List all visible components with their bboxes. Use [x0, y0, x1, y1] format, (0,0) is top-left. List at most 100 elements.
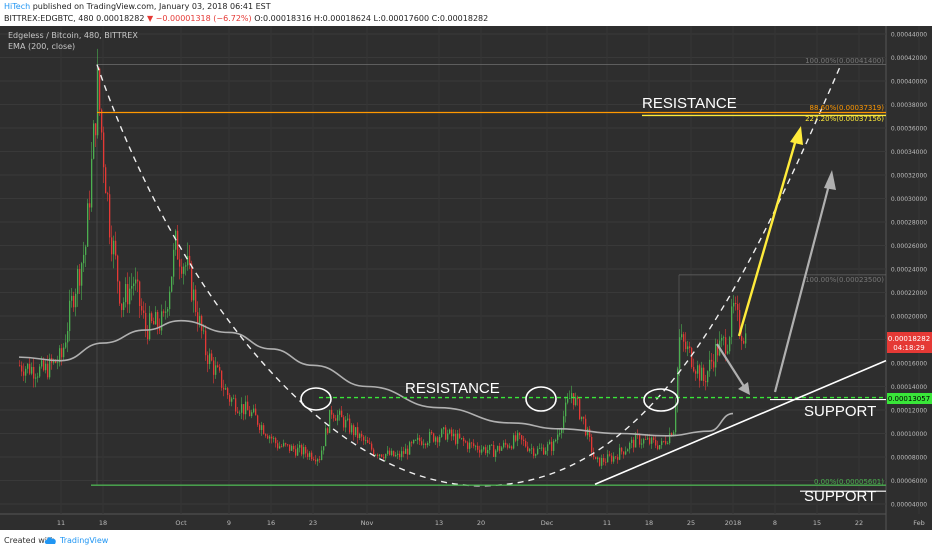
x-tick-label: 15 [813, 519, 821, 527]
candle [135, 279, 137, 284]
candle [655, 439, 657, 446]
candle [609, 454, 611, 456]
candlestick-series [19, 48, 747, 469]
x-tick-label: Nov [361, 519, 374, 527]
candle [513, 435, 515, 449]
candle [339, 410, 341, 415]
candle [699, 365, 701, 381]
candle [469, 442, 471, 449]
candle [679, 337, 681, 369]
candle [199, 315, 201, 325]
y-tick-label: 0.00036000 [891, 126, 927, 133]
chart-area[interactable]: 0.00004000 0.00006000 0.00008000 0.00010000… [0, 26, 932, 530]
candle [133, 283, 135, 286]
candle [195, 289, 197, 313]
candle [499, 446, 501, 451]
candle [187, 255, 189, 266]
candle [281, 446, 283, 448]
candle [329, 409, 331, 433]
candle [37, 376, 39, 378]
candle [677, 368, 679, 404]
x-tick-label: 13 [435, 519, 443, 527]
candle [351, 425, 353, 433]
candle [681, 334, 683, 338]
candle [659, 444, 661, 449]
candle [151, 313, 153, 322]
candle [233, 398, 235, 400]
candle [347, 418, 349, 420]
candle [295, 449, 297, 456]
candle [153, 321, 155, 325]
candle [131, 285, 133, 289]
chart-header: HiTech published on TradingView.com, Jan… [0, 0, 932, 26]
candle [259, 424, 261, 431]
candle [501, 447, 503, 451]
candle [619, 447, 621, 460]
x-tick-label: 23 [309, 519, 317, 527]
candle [219, 367, 221, 371]
candle [547, 444, 549, 451]
candle [93, 123, 95, 159]
candle [121, 303, 123, 311]
candle [481, 449, 483, 453]
candle [563, 416, 565, 430]
price-axis: 0.00004000 0.00006000 0.00008000 0.00010000… [891, 32, 927, 509]
candle [39, 366, 41, 377]
candle [725, 337, 727, 354]
tradingview-brand[interactable]: TradingView [60, 536, 109, 545]
candle [111, 237, 113, 255]
fib-886-label: 88.60%(0.00037319) [810, 104, 885, 112]
candle [519, 432, 521, 436]
candle [439, 436, 441, 443]
candle [449, 429, 451, 434]
y-tick-label: 0.00024000 [891, 267, 927, 274]
candle [335, 418, 337, 421]
candle [321, 450, 323, 460]
candle [521, 435, 523, 440]
y-tick-label: 0.00028000 [891, 220, 927, 227]
candle [461, 437, 463, 439]
y-tick-label: 0.00042000 [891, 55, 927, 62]
candle [735, 302, 737, 305]
candle [447, 433, 449, 440]
author-link[interactable]: HiTech [4, 2, 31, 11]
candle [173, 249, 175, 277]
x-tick-label: Oct [175, 519, 187, 527]
candle [241, 404, 243, 413]
candle [291, 445, 293, 451]
candle [101, 109, 103, 133]
candle [189, 255, 191, 264]
fib-zero-label: 0.00%(0.00005601) [814, 478, 884, 486]
candle [585, 418, 587, 436]
candle [477, 445, 479, 450]
created-with-text: Created with [4, 536, 56, 545]
candle [661, 441, 663, 445]
candle [407, 448, 409, 455]
candle [139, 281, 141, 307]
candle [409, 442, 411, 455]
candle [471, 442, 473, 444]
y-tick-label: 0.00038000 [891, 102, 927, 109]
candle [497, 446, 499, 451]
candle [345, 419, 347, 428]
candle [667, 443, 669, 444]
candle [113, 240, 115, 255]
candle [473, 443, 475, 447]
candle [455, 433, 457, 444]
fib-second-100-label: 100.00%(0.00023500) [805, 276, 884, 284]
candle [591, 436, 593, 453]
candle [303, 446, 305, 455]
x-tick-label: 11 [57, 519, 65, 527]
candle [625, 451, 627, 455]
candle [493, 444, 495, 457]
y-tick-label: 0.00030000 [891, 196, 927, 203]
candle [27, 363, 29, 369]
price-chart[interactable]: 0.00004000 0.00006000 0.00008000 0.00010000… [0, 26, 932, 530]
candle [441, 429, 443, 437]
candle [369, 442, 371, 444]
candle [365, 440, 367, 441]
candle [535, 454, 537, 456]
candle [29, 363, 31, 374]
candle [155, 311, 157, 325]
candle [333, 414, 335, 419]
